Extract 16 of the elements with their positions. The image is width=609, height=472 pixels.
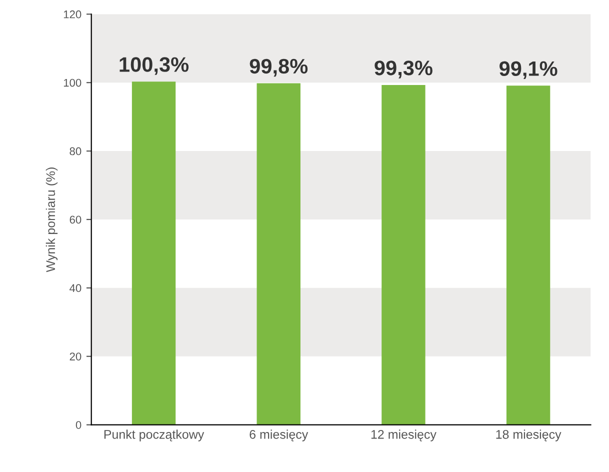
y-axis-title: Wynik pomiaru (%) <box>46 168 58 272</box>
x-tick-label: 12 miesięcy <box>371 430 436 442</box>
y-tick-label: 80 <box>70 147 82 156</box>
data-label: 100,3% <box>120 57 189 75</box>
data-label: 99,8% <box>250 58 308 77</box>
y-tick-label: 40 <box>70 284 82 292</box>
x-tick-label: Punkt początkowy <box>104 430 204 442</box>
y-tick-label: 120 <box>64 10 82 18</box>
data-label: 99,3% <box>374 60 432 78</box>
y-tick-label: 0 <box>76 421 82 429</box>
y-tick-label: 60 <box>70 216 82 224</box>
x-tick-label: 18 miesięcy <box>496 430 562 442</box>
y-tick-label: 20 <box>70 352 82 360</box>
data-label: 99,1% <box>499 61 558 80</box>
x-tick-label: 6 miesięcy <box>250 430 308 442</box>
y-tick-label: 100 <box>64 78 82 87</box>
